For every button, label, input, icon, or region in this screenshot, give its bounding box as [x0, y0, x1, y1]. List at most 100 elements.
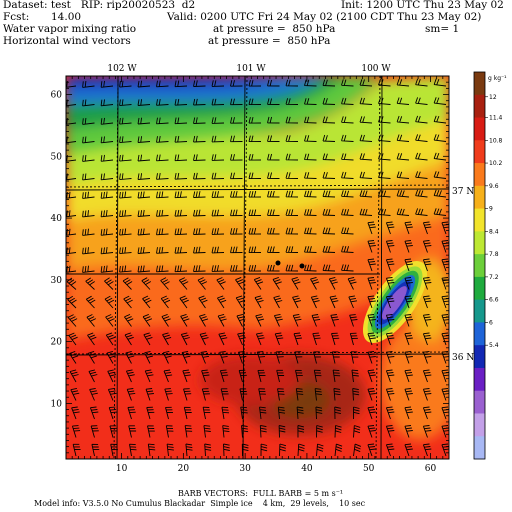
wind-barb	[183, 406, 192, 420]
wind-barb	[126, 388, 136, 401]
wind-barb	[351, 369, 359, 383]
wind-barb	[285, 209, 299, 216]
wind-barb	[333, 388, 341, 401]
wind-barb	[109, 425, 118, 438]
y-tick-label: 40	[51, 214, 63, 224]
wind-barb	[100, 228, 114, 236]
wind-barb	[201, 369, 210, 383]
x-tick-label: 60	[425, 464, 437, 474]
colorbar-swatch	[474, 345, 485, 369]
wind-barb	[367, 443, 376, 457]
wind-barb	[105, 332, 116, 346]
wind-barb	[104, 277, 114, 290]
wind-barb	[211, 98, 225, 106]
wind-barb	[254, 295, 264, 309]
wind-barb	[285, 116, 299, 124]
wind-barb	[312, 332, 321, 346]
wind-barb	[311, 314, 321, 327]
wind-barb	[256, 351, 266, 364]
wind-barb	[174, 135, 188, 143]
wind-barb	[248, 135, 262, 143]
field2-name: Horizontal wind vectors	[3, 35, 131, 47]
wind-barb	[385, 258, 395, 272]
wind-barb	[441, 221, 449, 235]
wind-barb	[304, 98, 317, 105]
wind-barb	[193, 98, 206, 106]
wind-barb	[174, 172, 188, 180]
wind-barb	[347, 276, 357, 290]
wind-barb	[267, 209, 280, 216]
wind-barb	[341, 79, 354, 87]
wind-barb	[180, 332, 190, 346]
wind-barb	[119, 191, 132, 199]
wind-barb	[348, 295, 358, 309]
wind-barb	[163, 369, 173, 383]
wind-barb	[258, 388, 266, 401]
wind-barb	[174, 246, 188, 254]
wind-barb	[235, 276, 245, 290]
wind-barb	[404, 351, 413, 364]
colorbar-swatch	[474, 231, 485, 255]
wind-barb	[441, 351, 449, 364]
station-marker	[299, 263, 305, 269]
wind-barb	[211, 172, 225, 180]
wind-barb	[273, 313, 283, 327]
wind-barb	[72, 443, 81, 457]
wind-barb	[267, 246, 280, 253]
wind-barb	[248, 264, 262, 272]
wind-barb	[367, 369, 376, 383]
wind-barb	[145, 388, 154, 401]
wind-barb	[200, 350, 210, 364]
wind-barb	[285, 227, 299, 235]
wind-barb	[341, 134, 354, 142]
wind-barb	[193, 246, 206, 254]
wind-barb	[422, 277, 432, 290]
wind-barb	[66, 228, 77, 236]
wind-barb	[182, 369, 191, 383]
wind-barb	[378, 208, 391, 216]
colorbar-swatch	[474, 299, 485, 323]
wind-barb	[211, 154, 225, 161]
wind-barb	[314, 388, 322, 401]
wind-barb	[220, 388, 229, 401]
wind-barb	[276, 369, 285, 383]
wind-barb	[142, 295, 152, 309]
wind-barb	[378, 116, 391, 124]
wind-barb	[123, 295, 133, 309]
wind-barb	[378, 171, 391, 179]
wind-barb	[359, 79, 373, 87]
wind-barb	[174, 98, 188, 106]
lat-label: 37 N	[452, 187, 474, 197]
wind-barb	[240, 406, 248, 420]
wind-barb	[367, 240, 376, 253]
wind-barb	[82, 173, 95, 181]
wind-barb	[441, 258, 449, 272]
wind-barb	[334, 425, 342, 438]
wind-barb	[404, 425, 413, 438]
wind-barb	[441, 406, 449, 420]
boundary-line	[116, 76, 119, 459]
wind-barb	[415, 78, 428, 87]
wind-barb	[441, 369, 449, 383]
wind-barb	[341, 208, 354, 216]
field1-name: Water vapor mixing ratio	[3, 23, 137, 35]
wind-barb	[230, 265, 243, 272]
wind-barb	[378, 79, 391, 87]
wind-barb	[274, 332, 284, 346]
wind-barb	[82, 99, 95, 107]
wind-barb	[237, 332, 246, 346]
wind-barb	[248, 153, 262, 161]
lon-label: 101 W	[236, 64, 266, 74]
x-tick-label: 30	[239, 464, 251, 474]
wind-barb	[174, 191, 188, 199]
wind-barb	[352, 388, 360, 401]
wind-barb	[255, 313, 265, 327]
wind-barb	[415, 134, 428, 142]
wind-barb	[294, 351, 303, 364]
wind-barb	[100, 80, 114, 88]
wind-barb	[341, 153, 354, 161]
wind-barb	[174, 154, 188, 162]
wind-barb	[165, 406, 174, 420]
wind-barb	[322, 79, 336, 87]
